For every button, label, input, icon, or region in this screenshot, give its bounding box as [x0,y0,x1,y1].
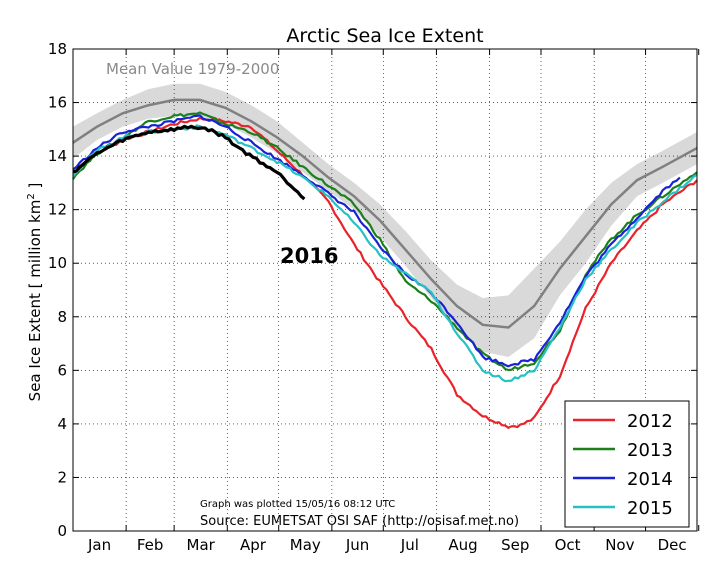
legend: 2012 2013 2014 2015 [564,400,690,528]
legend-label-2014: 2014 [627,469,673,490]
series-line-2016 [72,124,306,201]
annotation-2016: 2016 [280,244,338,268]
mean-band [73,83,697,357]
y-tick-label-6: 6 [57,361,67,379]
x-tick-label-Feb: Feb [137,536,164,554]
y-tick-label-0: 0 [57,522,67,540]
x-tick-label-May: May [290,536,321,554]
y-tick-label-2: 2 [57,468,67,486]
x-tick-label-Jul: Jul [400,536,419,554]
x-tick-label-Sep: Sep [501,536,529,554]
legend-label-2012: 2012 [627,411,673,432]
x-tick-label-Jun: Jun [345,536,369,554]
plot-area: 0 2 4 6 8 10 12 14 16 18 Jan Feb Mar Apr May Jun Jul Aug S… [48,40,700,554]
x-tick-label-Dec: Dec [658,536,687,554]
y-tick-label-8: 8 [57,308,67,326]
series-line-2014 [72,114,681,368]
x-tick-label-Jan: Jan [87,536,111,554]
y-tick-label-18: 18 [48,40,67,58]
x-tick-label-Nov: Nov [605,536,634,554]
svg-text:Sea Ice Extent [ million km2 ]: Sea Ice Extent [ million km2 ] [26,183,44,402]
y-tick-label-10: 10 [48,254,67,272]
x-tick-label-Aug: Aug [448,536,477,554]
y-tick-label-12: 12 [48,201,67,219]
y-tick-label-16: 16 [48,94,67,112]
legend-label-2015: 2015 [627,498,673,519]
y-axis-label-close: ] [26,183,44,194]
source-note: Source: EUMETSAT OSI SAF (http://osisaf.… [200,514,519,529]
y-tick-label-4: 4 [57,415,67,433]
y-axis-label-main: Sea Ice Extent [ million km [26,200,44,402]
chart-title: Arctic Sea Ice Extent [286,25,483,47]
mean-value-label: Mean Value 1979-2000 [106,60,279,78]
y-tick-label-14: 14 [48,147,67,165]
x-tick-label-Mar: Mar [187,536,216,554]
plot-frame [72,48,698,532]
series-line-2013 [72,111,698,372]
series-line-2012 [72,116,698,429]
y-axis-label-sup: 2 [26,193,37,199]
x-tick-label-Oct: Oct [555,536,581,554]
legend-label-2013: 2013 [627,440,673,461]
mean-line [72,98,698,329]
x-tick-label-Apr: Apr [240,536,267,554]
plotted-note: Graph was plotted 15/05/16 08:12 UTC [200,499,395,510]
y-axis-label: Sea Ice Extent [ million km2 ] [26,183,44,402]
